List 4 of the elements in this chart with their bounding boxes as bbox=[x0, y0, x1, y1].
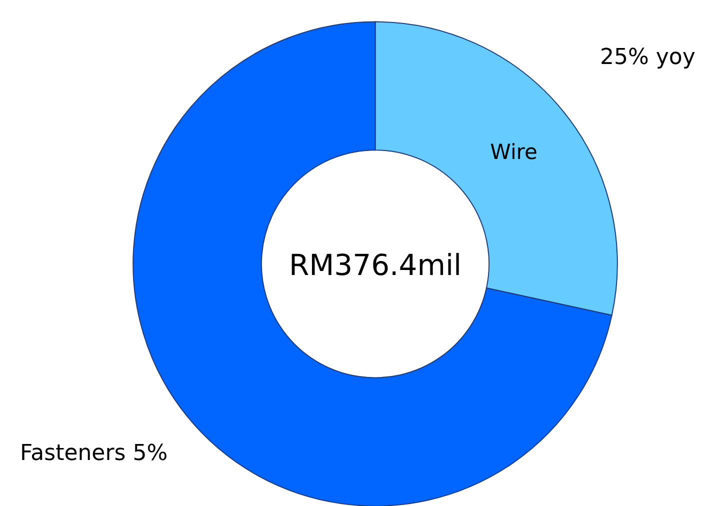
text: RM376.4mil bbox=[289, 248, 462, 282]
category-label: Fasteners 5% bbox=[20, 441, 168, 466]
slice-label: Wire bbox=[490, 140, 538, 164]
text: 25% yoy bbox=[600, 45, 696, 70]
